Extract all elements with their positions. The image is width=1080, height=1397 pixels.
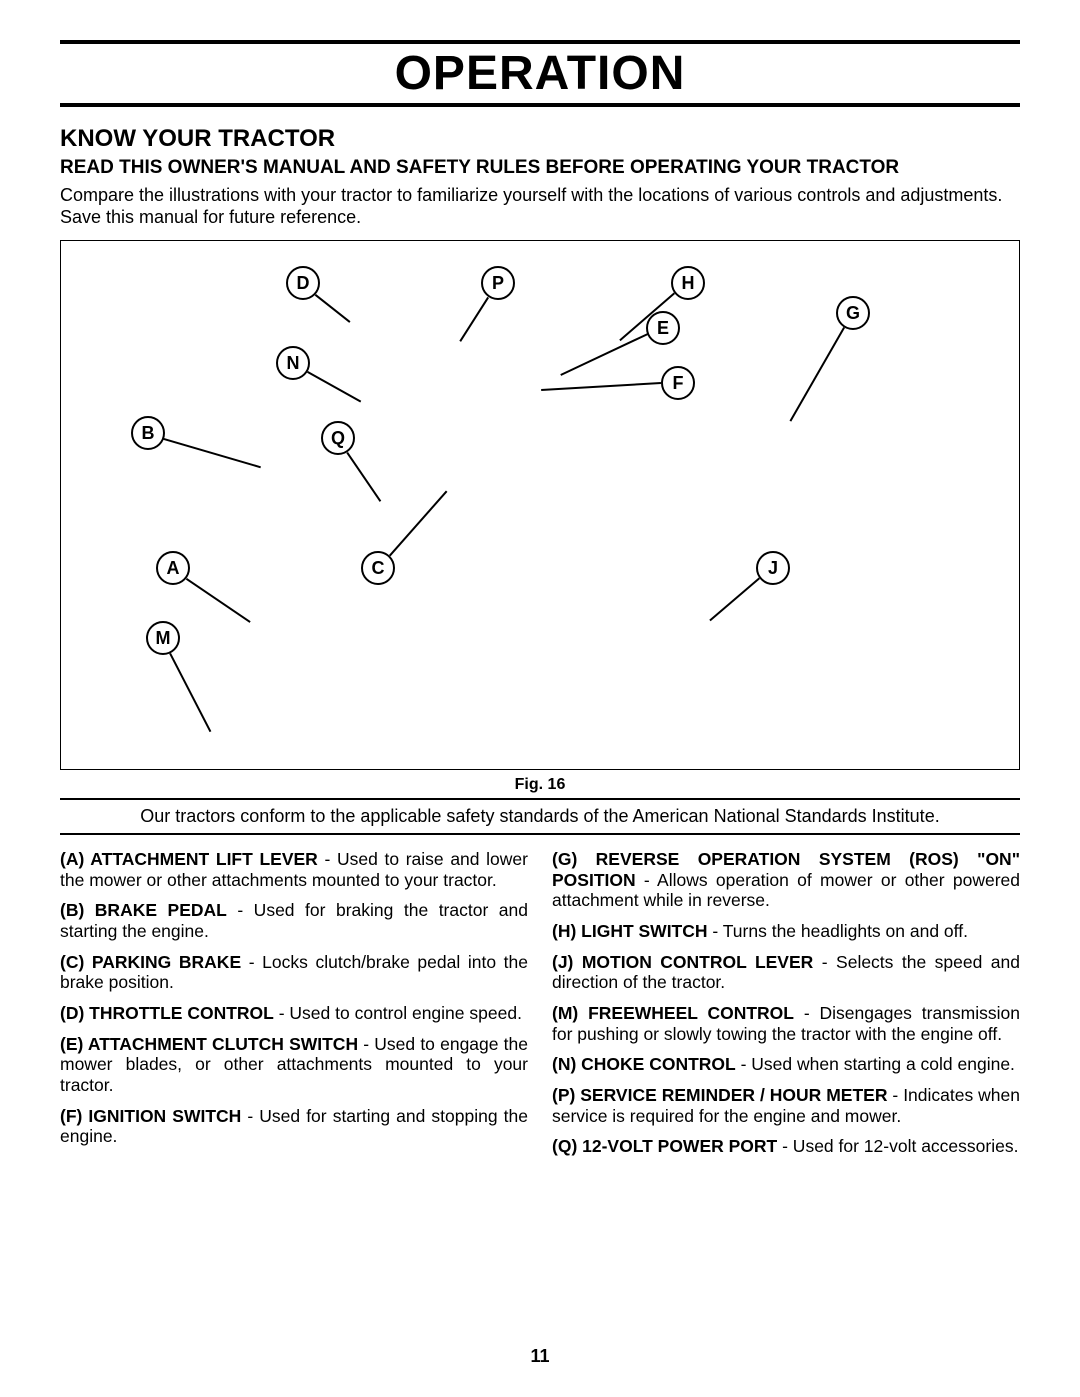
callout-p: P [481,266,515,300]
control-description: (B) BRAKE PEDAL - Used for braking the t… [60,900,528,941]
callout-q: Q [321,421,355,455]
control-description: (D) THROTTLE CONTROL - Used to control e… [60,1003,528,1024]
description-columns: (A) ATTACHMENT LIFT LEVER - Used to rais… [60,849,1020,1167]
lead-line [560,334,647,376]
callout-e: E [646,311,680,345]
control-description: (P) SERVICE REMINDER / HOUR METER - Indi… [552,1085,1020,1126]
rule-above-conform [60,798,1020,800]
conformance-text: Our tractors conform to the applicable s… [60,806,1020,827]
lead-line [186,578,251,623]
lead-line [541,383,661,392]
page-title: OPERATION [60,46,1020,101]
control-description: (E) ATTACHMENT CLUTCH SWITCH - Used to e… [60,1034,528,1096]
rule-below-conform [60,833,1020,835]
callout-d: D [286,266,320,300]
control-description: (M) FREEWHEEL CONTROL - Disengages trans… [552,1003,1020,1044]
callout-f: F [661,366,695,400]
control-description: (H) LIGHT SWITCH - Turns the headlights … [552,921,1020,942]
lead-line [307,371,361,402]
lead-line [389,491,447,556]
callout-g: G [836,296,870,330]
right-column: (G) REVERSE OPERATION SYSTEM (ROS) "ON" … [552,849,1020,1167]
lead-line [460,297,489,341]
callout-c: C [361,551,395,585]
control-description: (A) ATTACHMENT LIFT LEVER - Used to rais… [60,849,528,890]
manual-page: OPERATION KNOW YOUR TRACTOR READ THIS OW… [0,0,1080,1397]
lead-line [346,452,381,502]
callout-a: A [156,551,190,585]
rule-under-title [60,103,1020,107]
lead-line [169,653,211,732]
section-title: KNOW YOUR TRACTOR [60,125,1020,153]
control-description: (G) REVERSE OPERATION SYSTEM (ROS) "ON" … [552,849,1020,911]
lead-line [790,327,845,421]
left-column: (A) ATTACHMENT LIFT LEVER - Used to rais… [60,849,528,1167]
lead-line [164,438,261,468]
page-number: 11 [0,1346,1080,1367]
control-description: (F) IGNITION SWITCH - Used for starting … [60,1106,528,1147]
figure-caption: Fig. 16 [60,776,1020,794]
tractor-diagram: D P H G E N F B Q A C J M [60,240,1020,770]
control-description: (J) MOTION CONTROL LEVER - Selects the s… [552,952,1020,993]
callout-j: J [756,551,790,585]
rule-top [60,40,1020,44]
callout-h: H [671,266,705,300]
control-description: (Q) 12-VOLT POWER PORT - Used for 12-vol… [552,1136,1020,1157]
control-description: (N) CHOKE CONTROL - Used when starting a… [552,1054,1020,1075]
callout-b: B [131,416,165,450]
sub-title: READ THIS OWNER'S MANUAL AND SAFETY RULE… [60,157,1020,179]
callout-m: M [146,621,180,655]
lead-line [710,578,760,621]
control-description: (C) PARKING BRAKE - Locks clutch/brake p… [60,952,528,993]
intro-text: Compare the illustrations with your trac… [60,185,1020,228]
callout-n: N [276,346,310,380]
lead-line [315,294,351,323]
